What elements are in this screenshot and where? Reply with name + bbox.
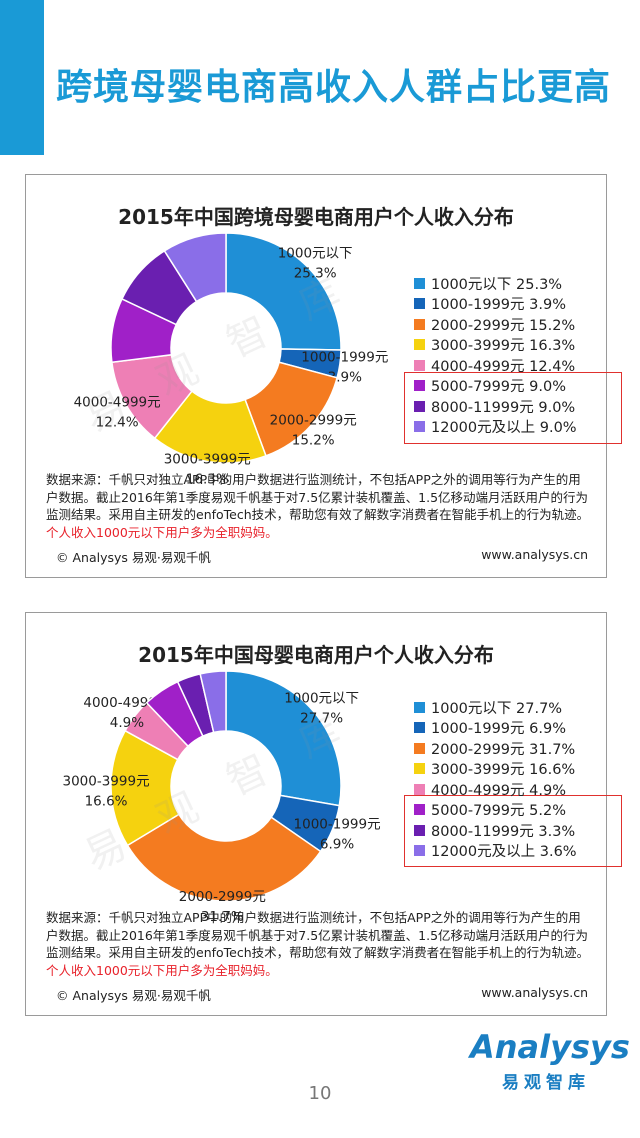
legend-swatch [414,804,425,815]
donut-slice-1000 [225,232,342,351]
legend-item-1000-1999: 1000-1999元 6.9% [414,718,566,738]
page-title: 跨境母婴电商高收入人群占比更高 [56,67,612,108]
legend-swatch [414,722,425,733]
legend-item-4000-4999: 4000-4999元 12.4% [414,355,575,375]
chart-panel-cross-border: 2015年中国跨境母婴电商用户个人收入分布 1000元以下 25.3% 1000-1… [25,174,622,578]
slice-value-label: 16.3% [186,472,229,488]
legend-label: 8000-11999元 3.3% [431,823,576,840]
copyright: © Analysys 易观·易观千帆 [56,988,211,1003]
data-source-note: 数据来源：千帆只对独立APP中的用户数据进行监测统计，不包括APP之外的调用等行… [46,472,590,540]
copyright: © Analysys 易观·易观千帆 [56,550,211,565]
slice-value-label: 27.7% [300,711,343,727]
logo-wordmark: Analysys [470,1028,630,1066]
legend-label: 1000元以下 25.3% [431,276,563,293]
slice-category-label: 3000-3999元 [62,773,149,789]
legend-swatch [414,400,425,412]
slice-category-label: 2000-2999元 [270,412,357,428]
legend-swatch [414,845,425,856]
donut-chart-maternal: 1000元以下 27.7% 1000-1999元 6.9% 2000-2999元 31.7… [62,670,381,925]
highlight-note: 个人收入1000元以下用户多为全职妈妈。 [46,524,278,540]
chart-panel-maternal: 2015年中国母婴电商用户个人收入分布 1000元以下 27.7% 1000-199… [25,612,622,1016]
legend-swatch [414,277,425,289]
slice-value-label: 25.3% [294,265,337,281]
legend-item-12000: 12000元及以上 3.6% [414,841,577,861]
legend-swatch [414,380,425,391]
legend-item-4000-4999: 4000-4999元 4.9% [414,779,566,799]
legend-swatch [414,783,425,795]
legend-highlight-box [404,372,622,444]
slice-value-label: 6.9% [320,836,354,852]
chart-title: 2015年中国跨境母婴电商用户个人收入分布 [118,205,514,229]
legend-label: 1000-1999元 6.9% [431,721,566,737]
page-number: 10 [308,1083,332,1104]
legend-item-5000-7999: 5000-7999元 5.2% [414,800,566,820]
legend-label: 3000-3999元 16.6% [431,762,576,778]
legend-item-1000: 1000元以下 25.3% [414,273,562,293]
slice-category-label: 1000-1999元 [294,816,381,832]
legend-item-3000-3999: 3000-3999元 16.6% [414,759,575,779]
legend-label: 4000-4999元 12.4% [431,358,576,375]
slice-category-label: 1000元以下 [278,245,353,261]
legend-label: 5000-7999元 5.2% [431,803,566,819]
legend-label: 1000-1999元 3.9% [431,297,566,313]
legend-swatch [414,318,425,330]
logo-subtitle: 易观智库 [502,1073,590,1093]
slice-category-label: 1000元以下 [284,691,359,707]
slice-category-label: 4000-4999元 [74,394,161,410]
chart-title: 2015年中国母婴电商用户个人收入分布 [138,643,494,667]
legend-label: 4000-4999元 4.9% [431,782,566,799]
slice-value-label: 31.7% [201,909,244,925]
legend-item-12000: 12000元及以上 9.0% [414,417,577,437]
data-source-note: 数据来源：千帆只对独立APP中的用户数据进行监测统计，不包括APP之外的调用等行… [46,910,590,978]
legend-label: 2000-2999元 15.2% [431,317,576,334]
legend-label: 2000-2999元 31.7% [431,741,576,758]
legend-label: 12000元及以上 9.0% [431,420,577,436]
legend-swatch [414,742,425,754]
legend-item-2000-2999: 2000-2999元 31.7% [414,738,575,758]
legend-item-5000-7999: 5000-7999元 9.0% [414,376,566,396]
legend-item-8000-11999: 8000-11999元 9.0% [414,396,575,416]
website-link: www.analysys.cn [481,547,588,562]
legend-item-8000-11999: 8000-11999元 3.3% [414,820,575,840]
slice-category-label: 4000-4999元 [83,695,170,711]
highlight-note: 个人收入1000元以下用户多为全职妈妈。 [46,962,278,978]
analysys-logo: Analysys 易观智库 [470,1028,630,1098]
legend-label: 8000-11999元 9.0% [431,399,576,416]
legend-label: 3000-3999元 16.3% [431,338,576,354]
slice-value-label: 4.9% [110,715,144,731]
legend-swatch [414,359,425,371]
legend-swatch [414,298,425,309]
donut-chart-cross-border: 1000元以下25.3%1000-1999元3.9%2000-2999元15.2… [74,232,388,488]
slice-category-label: 3000-3999元 [164,452,251,468]
donut-slice-12000 [199,670,227,734]
legend-swatch [414,421,425,432]
legend-swatch [414,701,425,713]
legend-label: 5000-7999元 9.0% [431,379,566,395]
donut-slice-12000 [163,232,227,303]
slice-category-label: 1000-1999元 [301,350,388,366]
legend-label: 12000元及以上 3.6% [431,844,577,860]
website-link: www.analysys.cn [481,985,588,1000]
legend-swatch [414,763,425,774]
legend-label: 1000元以下 27.7% [431,700,563,717]
legend-item-3000-3999: 3000-3999元 16.3% [414,335,575,355]
slice-value-label: 16.6% [85,793,128,809]
legend-item-1000: 1000元以下 27.7% [414,697,562,717]
legend-item-2000-2999: 2000-2999元 15.2% [414,314,575,334]
legend-swatch [414,339,425,350]
legend-highlight-box [404,795,622,867]
slice-value-label: 12.4% [96,414,139,430]
legend-swatch [414,824,425,836]
slice-category-label: 2000-2999元 [179,889,266,905]
donut-slice-2000-2999 [126,813,322,902]
legend-item-1000-1999: 1000-1999元 3.9% [414,294,566,314]
title-accent-bar [0,0,44,155]
slice-value-label: 15.2% [292,432,335,448]
donut-slice-1000 [225,670,342,807]
